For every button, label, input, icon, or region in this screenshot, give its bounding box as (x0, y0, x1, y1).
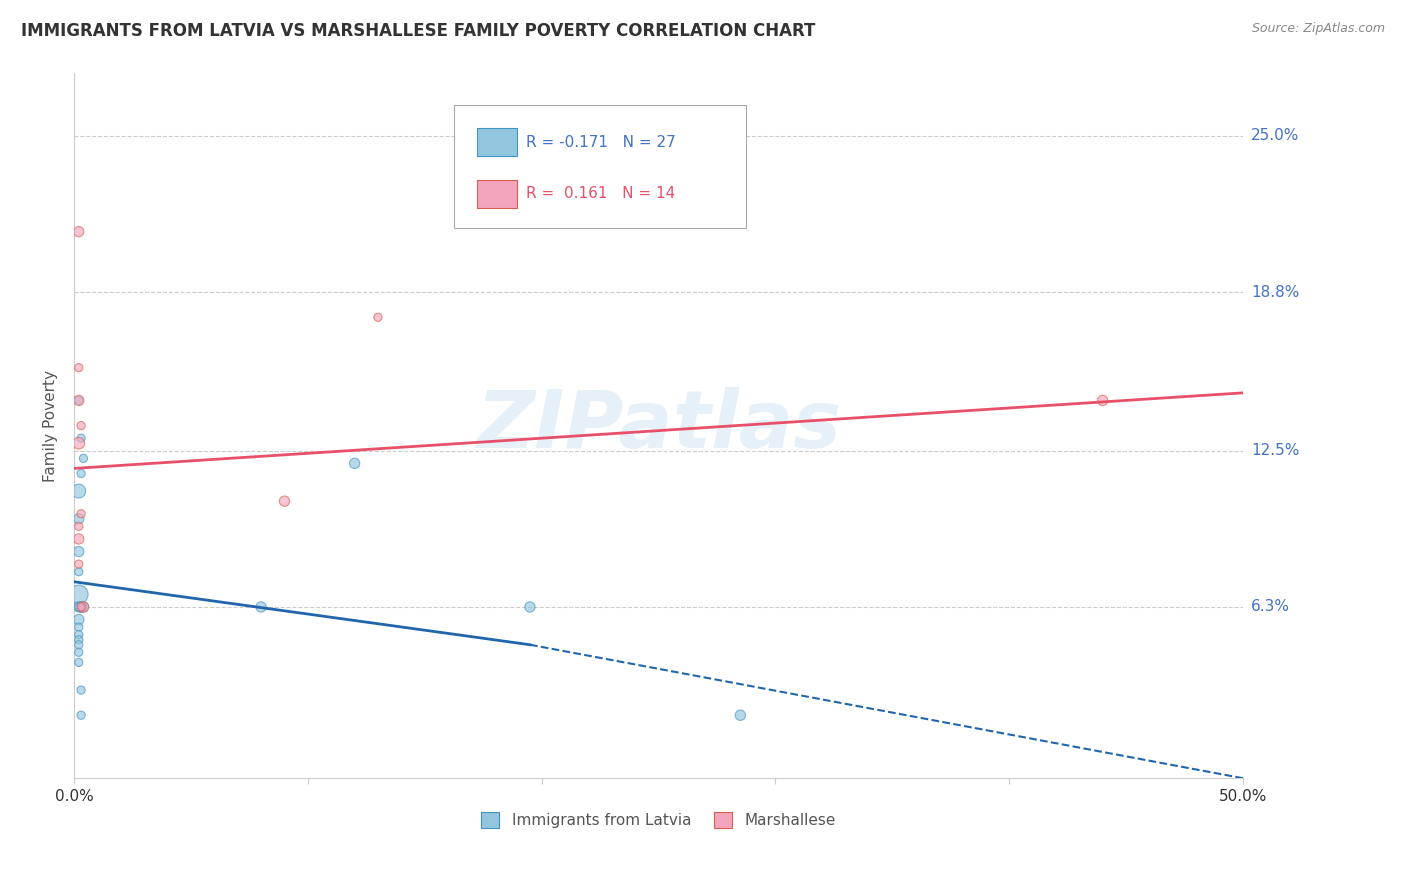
Point (1091, 393, 1114, 408)
Point (72, 599, 94, 614)
Point (67, 645, 90, 659)
Y-axis label: Family Poverty: Family Poverty (44, 369, 58, 482)
Point (519, 599, 541, 614)
Point (70, 418, 93, 433)
Point (67, 627, 90, 641)
Text: IMMIGRANTS FROM LATVIA VS MARSHALLESE FAMILY POVERTY CORRELATION CHART: IMMIGRANTS FROM LATVIA VS MARSHALLESE FA… (21, 22, 815, 40)
Point (67, 484, 90, 499)
Point (67, 436, 90, 450)
Point (67, 656, 90, 670)
FancyBboxPatch shape (454, 104, 747, 228)
Point (273, 494, 295, 508)
Point (67, 599, 90, 614)
Point (72, 451, 94, 466)
Point (730, 708, 752, 723)
Point (72, 599, 94, 614)
Point (67, 565, 90, 579)
Point (70, 683, 93, 698)
Point (250, 599, 273, 614)
Point (67, 544, 90, 558)
Point (70, 467, 93, 481)
Point (70, 708, 93, 723)
Text: Source: ZipAtlas.com: Source: ZipAtlas.com (1251, 22, 1385, 36)
Point (67, 532, 90, 546)
Point (367, 310, 389, 325)
Point (67, 393, 90, 408)
Text: R =  0.161   N = 14: R = 0.161 N = 14 (526, 186, 676, 202)
Point (70, 507, 93, 521)
Point (67, 632, 90, 647)
Point (67, 620, 90, 634)
Point (67, 557, 90, 571)
Point (67, 599, 90, 614)
Point (67, 638, 90, 652)
Text: 25.0%: 25.0% (1251, 128, 1299, 144)
Text: 12.5%: 12.5% (1251, 443, 1299, 458)
Text: 18.8%: 18.8% (1251, 285, 1299, 300)
FancyBboxPatch shape (477, 179, 517, 208)
Text: R = -0.171   N = 27: R = -0.171 N = 27 (526, 135, 676, 150)
Point (343, 456, 366, 470)
Point (67, 225, 90, 239)
Text: ZIPatlas: ZIPatlas (477, 386, 841, 465)
Point (67, 360, 90, 375)
Point (67, 393, 90, 408)
Point (67, 613, 90, 627)
Text: 6.3%: 6.3% (1251, 599, 1291, 615)
Point (67, 587, 90, 601)
Point (70, 599, 93, 614)
Point (70, 599, 93, 614)
FancyBboxPatch shape (477, 128, 517, 156)
Legend: Immigrants from Latvia, Marshallese: Immigrants from Latvia, Marshallese (475, 805, 842, 834)
Point (70, 431, 93, 445)
Point (67, 512, 90, 526)
Point (67, 519, 90, 533)
Point (70, 599, 93, 614)
